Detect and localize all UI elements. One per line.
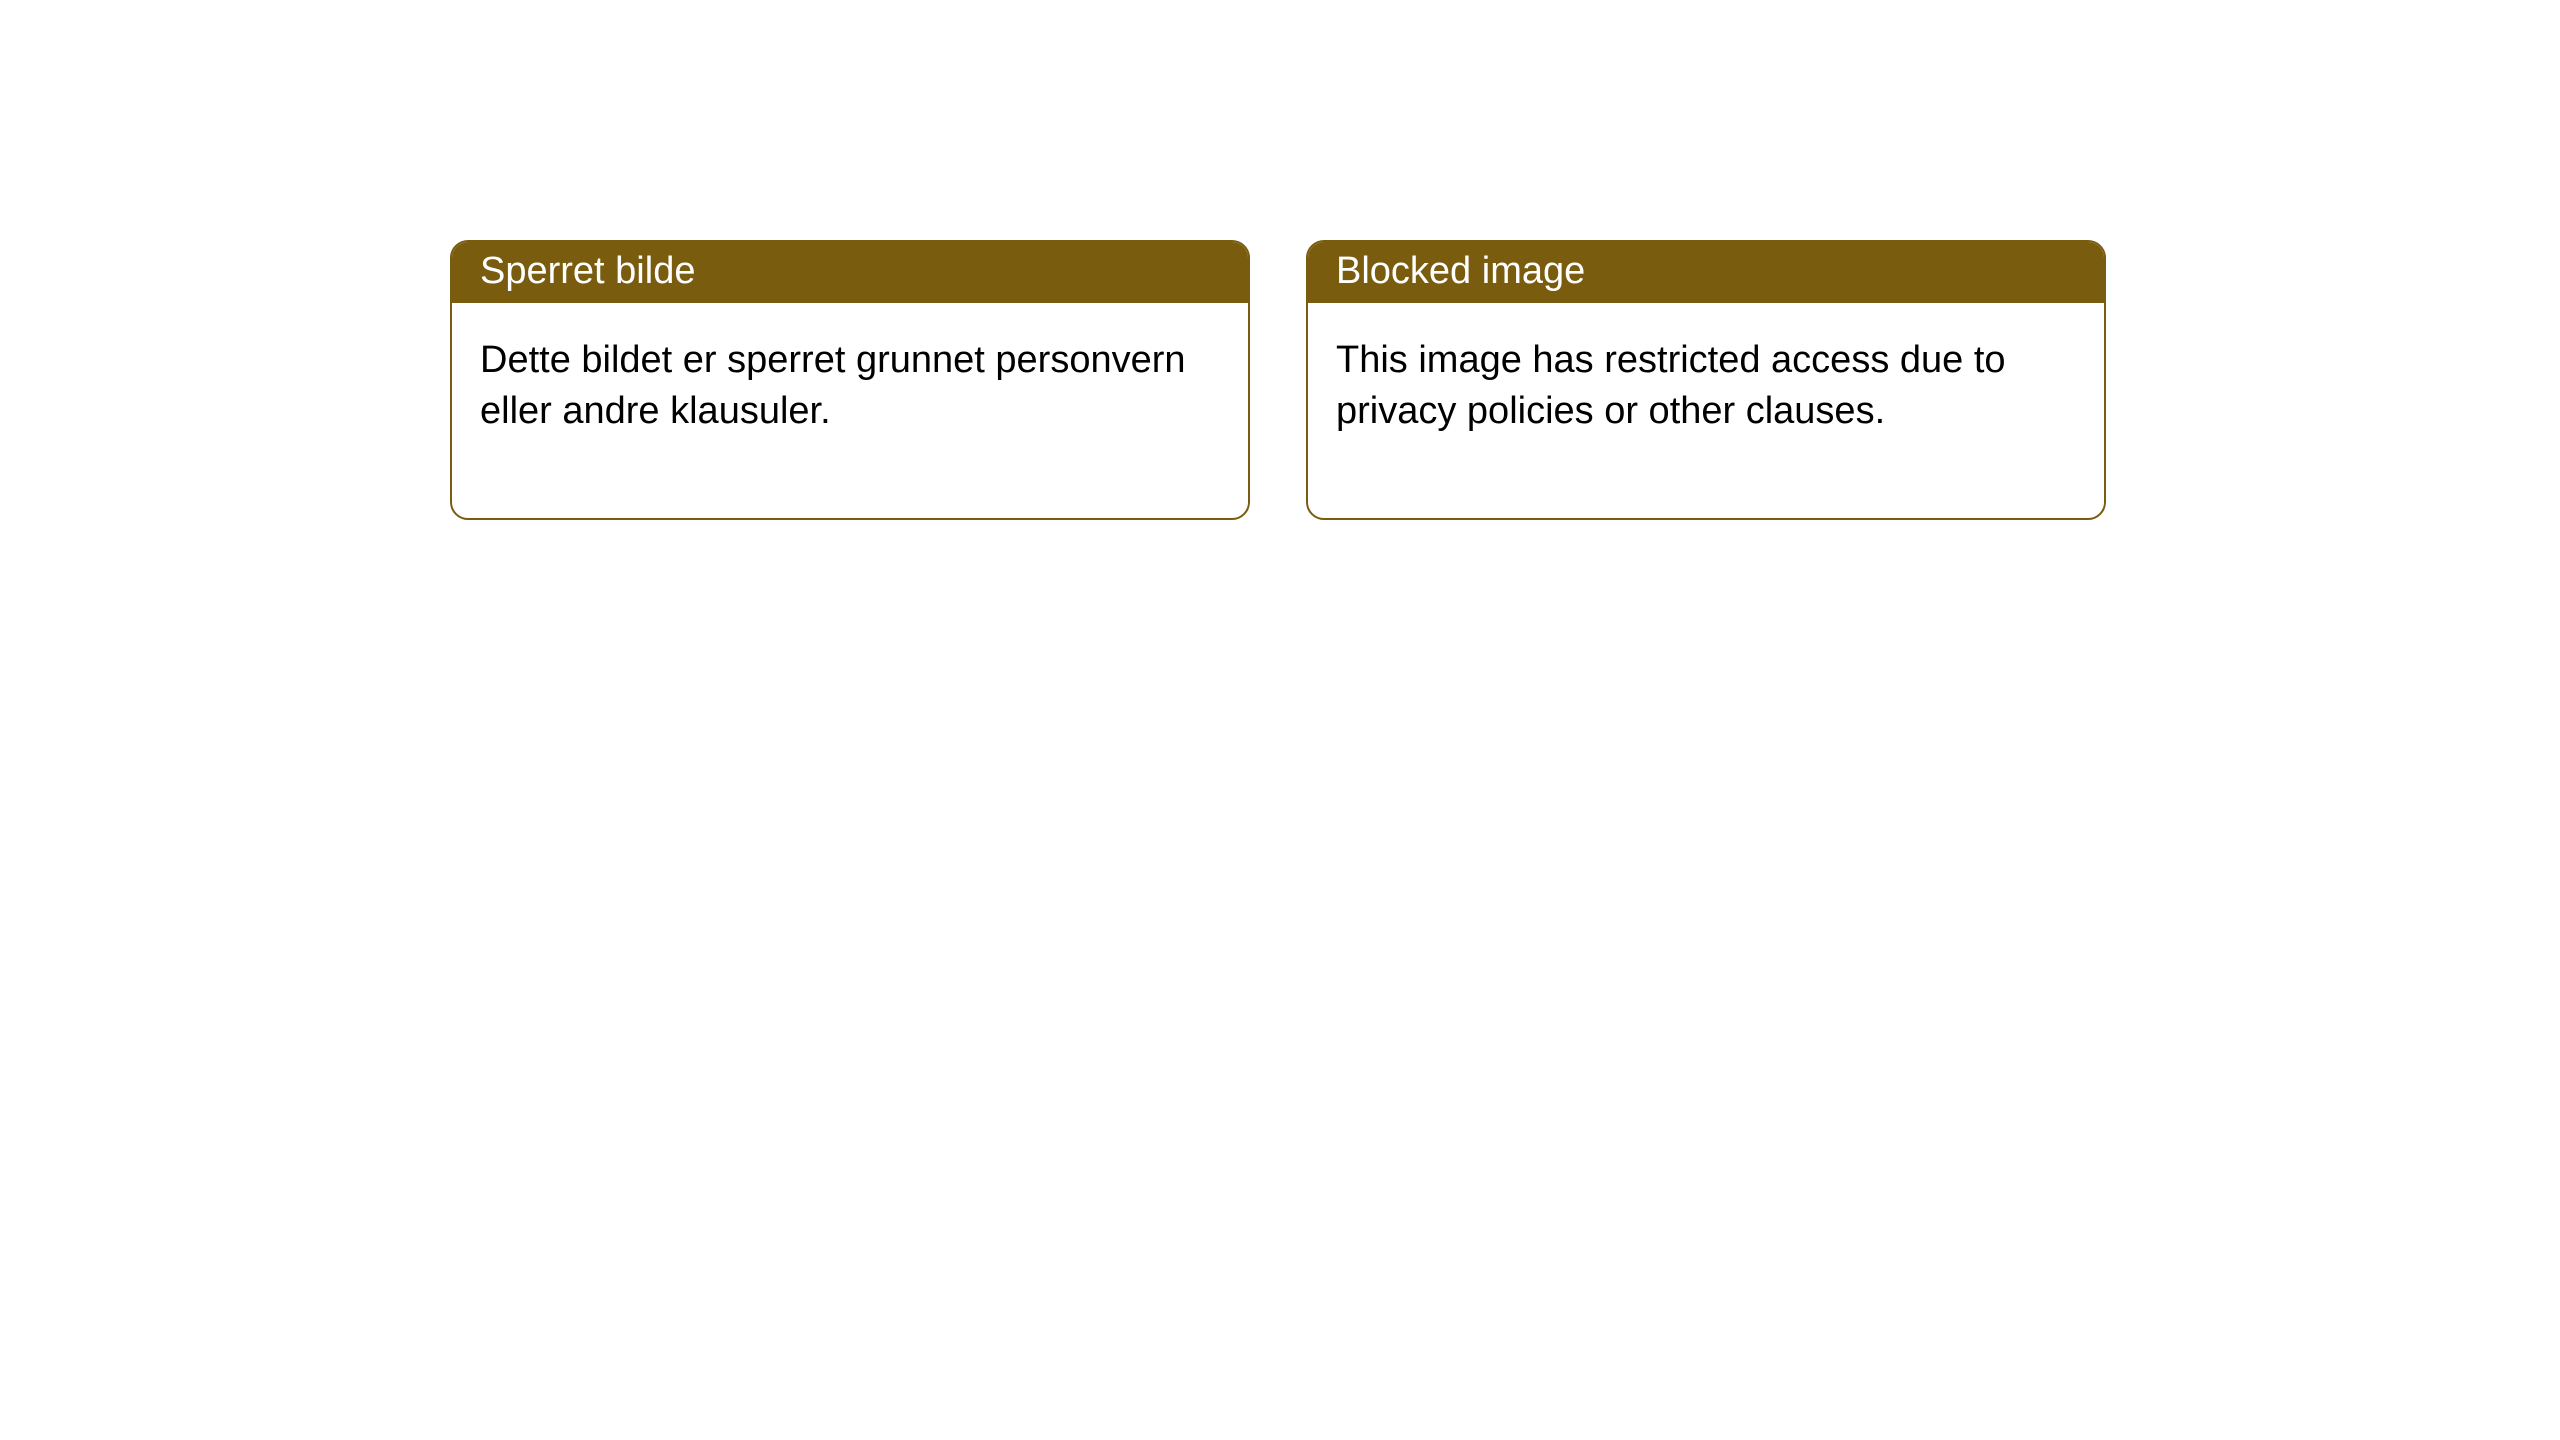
notice-card-norwegian: Sperret bilde Dette bildet er sperret gr… <box>450 240 1250 520</box>
notice-container: Sperret bilde Dette bildet er sperret gr… <box>450 240 2106 520</box>
notice-title: Sperret bilde <box>452 242 1248 303</box>
notice-card-english: Blocked image This image has restricted … <box>1306 240 2106 520</box>
notice-body: This image has restricted access due to … <box>1308 303 2104 518</box>
notice-body: Dette bildet er sperret grunnet personve… <box>452 303 1248 518</box>
notice-title: Blocked image <box>1308 242 2104 303</box>
